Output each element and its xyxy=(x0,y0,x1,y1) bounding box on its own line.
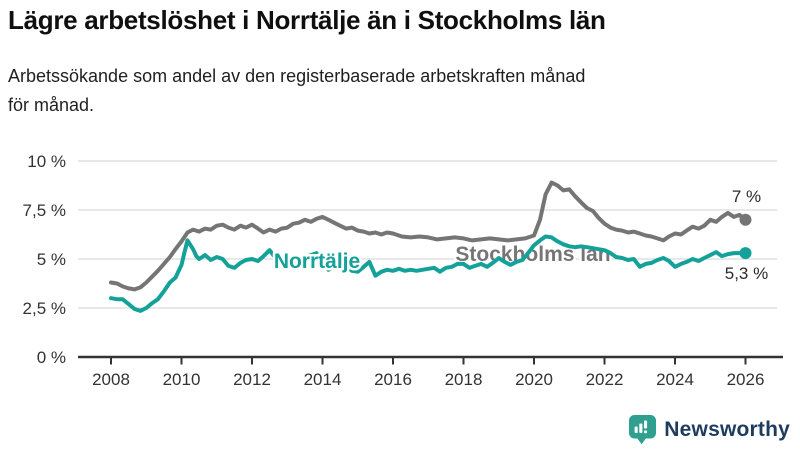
y-tick-label: 0 % xyxy=(37,348,66,367)
newsworthy-bar-chart-bubble-icon xyxy=(629,415,657,445)
x-tick-label: 2014 xyxy=(304,370,342,389)
chart-canvas: 0 % 2,5 % 5 % 7,5 % 10 % 2008 2010 2012 2014 2016… xyxy=(23,152,783,389)
x-tick-label: 2022 xyxy=(586,370,624,389)
y-tick-label: 2,5 % xyxy=(23,299,66,318)
x-tick-label: 2024 xyxy=(656,370,694,389)
chart-subtitle-line2: för månad. xyxy=(8,94,95,115)
newsworthy-wordmark: Newsworthy xyxy=(664,418,790,441)
x-tick-label: 2020 xyxy=(515,370,553,389)
page-title: Lägre arbetslöshet i Norrtälje än i Stoc… xyxy=(8,5,606,35)
series-line-norrtalje xyxy=(109,234,748,313)
x-tick-label: 2012 xyxy=(233,370,271,389)
x-tick-label: 2016 xyxy=(374,370,412,389)
chart-subtitle-line1: Arbetssökande som andel av den registerb… xyxy=(8,66,586,86)
series-end-value-label: 7 % xyxy=(732,187,761,206)
y-tick-label: 5 % xyxy=(37,250,66,269)
x-tick-label: 2008 xyxy=(92,370,130,389)
chart-subtitle: Arbetssökande som andel av den registerb… xyxy=(8,62,792,120)
x-tick-label: 2010 xyxy=(163,370,201,389)
series-line-stockholms-lan xyxy=(109,180,748,292)
series-end-dot-norrtalje xyxy=(739,247,752,260)
series-end-value-label: 5,3 % xyxy=(725,264,768,283)
y-tick-label: 7,5 % xyxy=(23,201,66,220)
x-tick-label: 2018 xyxy=(445,370,483,389)
y-tick-label: 10 % xyxy=(27,152,66,171)
x-tick-label: 2026 xyxy=(727,370,765,389)
series-end-dot-stockholms-lan xyxy=(739,213,752,226)
unemployment-line-chart: 0 % 2,5 % 5 % 7,5 % 10 % 2008 2010 2012 2014 2016… xyxy=(0,140,800,410)
series-inline-label-norrtalje: Norrtälje xyxy=(274,250,360,273)
newsworthy-logo: Newsworthy xyxy=(629,415,790,445)
